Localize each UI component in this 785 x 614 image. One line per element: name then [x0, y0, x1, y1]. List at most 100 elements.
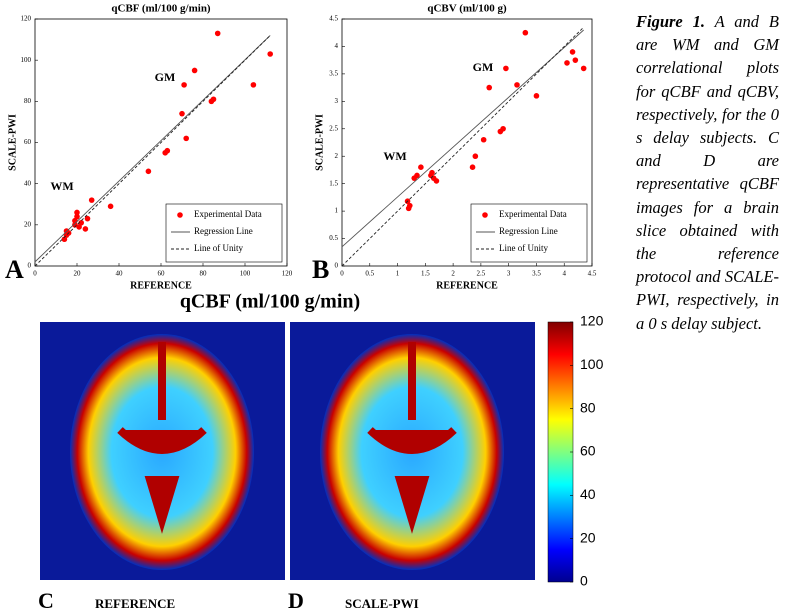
data-point: [469, 164, 476, 170]
y-tick-label: 100: [21, 56, 32, 64]
data-point: [88, 197, 95, 203]
panel-label: D: [288, 588, 304, 613]
brain-image: [40, 322, 285, 580]
plot-frame: [341, 18, 593, 267]
legend-label: Regression Line: [499, 226, 558, 236]
line: [341, 29, 584, 248]
data-point: [433, 178, 440, 184]
annotation: GM: [155, 70, 176, 84]
data-point: [61, 236, 68, 243]
annotation: WM: [383, 149, 406, 163]
chart-title: qCBV (ml/100 g): [427, 3, 507, 15]
data-point: [76, 224, 82, 230]
colorbar: [547, 321, 574, 583]
data-point: [82, 226, 89, 232]
data-point: [72, 222, 78, 228]
figure: qCBF (ml/100 g/min) 0 20 40 60 80 100 12002040…: [5, 3, 604, 614]
y-tick-label: 120: [21, 15, 32, 23]
x-tick-label: 3.5: [532, 270, 541, 278]
caption-label: Figure 1.: [636, 12, 706, 31]
x-tick-label: 60: [158, 270, 166, 278]
y-tick-label: 0: [335, 262, 339, 270]
y-tick-label: 4: [335, 42, 339, 50]
data-point: [486, 84, 493, 91]
y-tick-label: 3: [335, 97, 339, 105]
data-point: [533, 93, 540, 99]
colorbar-tick-label: 60: [580, 443, 596, 459]
data-point: [210, 96, 217, 103]
data-point: [572, 57, 579, 63]
data-point: [472, 153, 479, 160]
data-point: [522, 29, 529, 36]
x-axis-label: REFERENCE: [436, 280, 498, 291]
data-point: [107, 203, 114, 210]
x-tick-label: 4: [562, 270, 566, 278]
x-tick-label: 80: [200, 270, 208, 278]
data-point: [250, 82, 257, 88]
panel-label: A: [5, 255, 24, 284]
data-point: [78, 219, 84, 226]
colorbar-tick-label: 20: [580, 529, 596, 545]
x-tick-label: 20: [74, 270, 82, 278]
data-point: [74, 213, 80, 220]
y-tick-label: 40: [24, 179, 32, 187]
data-point: [414, 172, 420, 179]
colorbar-tick-label: 40: [580, 486, 596, 502]
legend-marker: [177, 212, 183, 218]
x-tick-label: 1: [396, 270, 400, 278]
data-point: [183, 135, 189, 142]
chart-title: qCBF (ml/100 g/min): [111, 3, 211, 15]
legend-box: [470, 203, 588, 263]
data-point: [84, 215, 91, 222]
data-point: [418, 164, 424, 170]
y-tick-label: 2.5: [329, 124, 338, 132]
data-point: [514, 82, 520, 88]
legend-marker: [482, 212, 488, 218]
x-tick-label: 3: [507, 270, 511, 278]
brain-image: [290, 322, 535, 580]
data-point: [480, 136, 487, 143]
data-point: [214, 30, 221, 37]
data-point: [500, 125, 506, 132]
y-axis-label: SCALE-PWI: [7, 114, 18, 171]
legend-box: [165, 203, 283, 263]
y-tick-label: 80: [24, 97, 32, 105]
data-point: [569, 49, 576, 55]
data-point: [181, 82, 187, 88]
y-tick-label: 3.5: [329, 69, 338, 77]
data-point: [145, 168, 152, 175]
panel-label: B: [312, 255, 329, 284]
data-point: [564, 60, 570, 66]
y-tick-label: 1: [335, 207, 339, 215]
y-tick-label: 4.5: [329, 15, 338, 23]
y-tick-label: 1.5: [329, 179, 338, 187]
annotation: WM: [50, 179, 73, 193]
y-tick-label: 0.5: [329, 234, 338, 242]
y-tick-label: 60: [24, 138, 32, 146]
x-tick-label: 4.5: [588, 270, 597, 278]
image-label: REFERENCE: [95, 596, 175, 611]
x-tick-label: 100: [240, 270, 251, 278]
line: [34, 35, 271, 263]
y-tick-label: 2: [335, 152, 339, 160]
caption: Figure 1. A and B are WM and GM correlat…: [636, 10, 779, 335]
x-tick-label: 1.5: [421, 270, 430, 278]
annotation: GM: [473, 60, 494, 74]
y-tick-label: 0: [28, 262, 32, 270]
legend-label: Line of Unity: [194, 243, 243, 253]
legend-label: Line of Unity: [499, 243, 548, 253]
caption-text: A and B are WM and GM correlational plot…: [636, 12, 780, 333]
x-tick-label: 2.5: [477, 270, 486, 278]
colorbar-tick-label: 100: [580, 356, 604, 372]
data-point: [164, 147, 171, 154]
x-axis-label: REFERENCE: [130, 280, 192, 291]
data-point: [580, 65, 587, 72]
y-axis-label: SCALE-PWI: [314, 114, 325, 171]
image-label: SCALE-PWI: [345, 596, 419, 611]
images-title: qCBF (ml/100 g/min): [180, 291, 360, 313]
data-point: [406, 202, 413, 209]
colorbar-tick-label: 80: [580, 399, 596, 415]
x-tick-label: 120: [282, 270, 293, 278]
x-tick-label: 40: [116, 270, 124, 278]
